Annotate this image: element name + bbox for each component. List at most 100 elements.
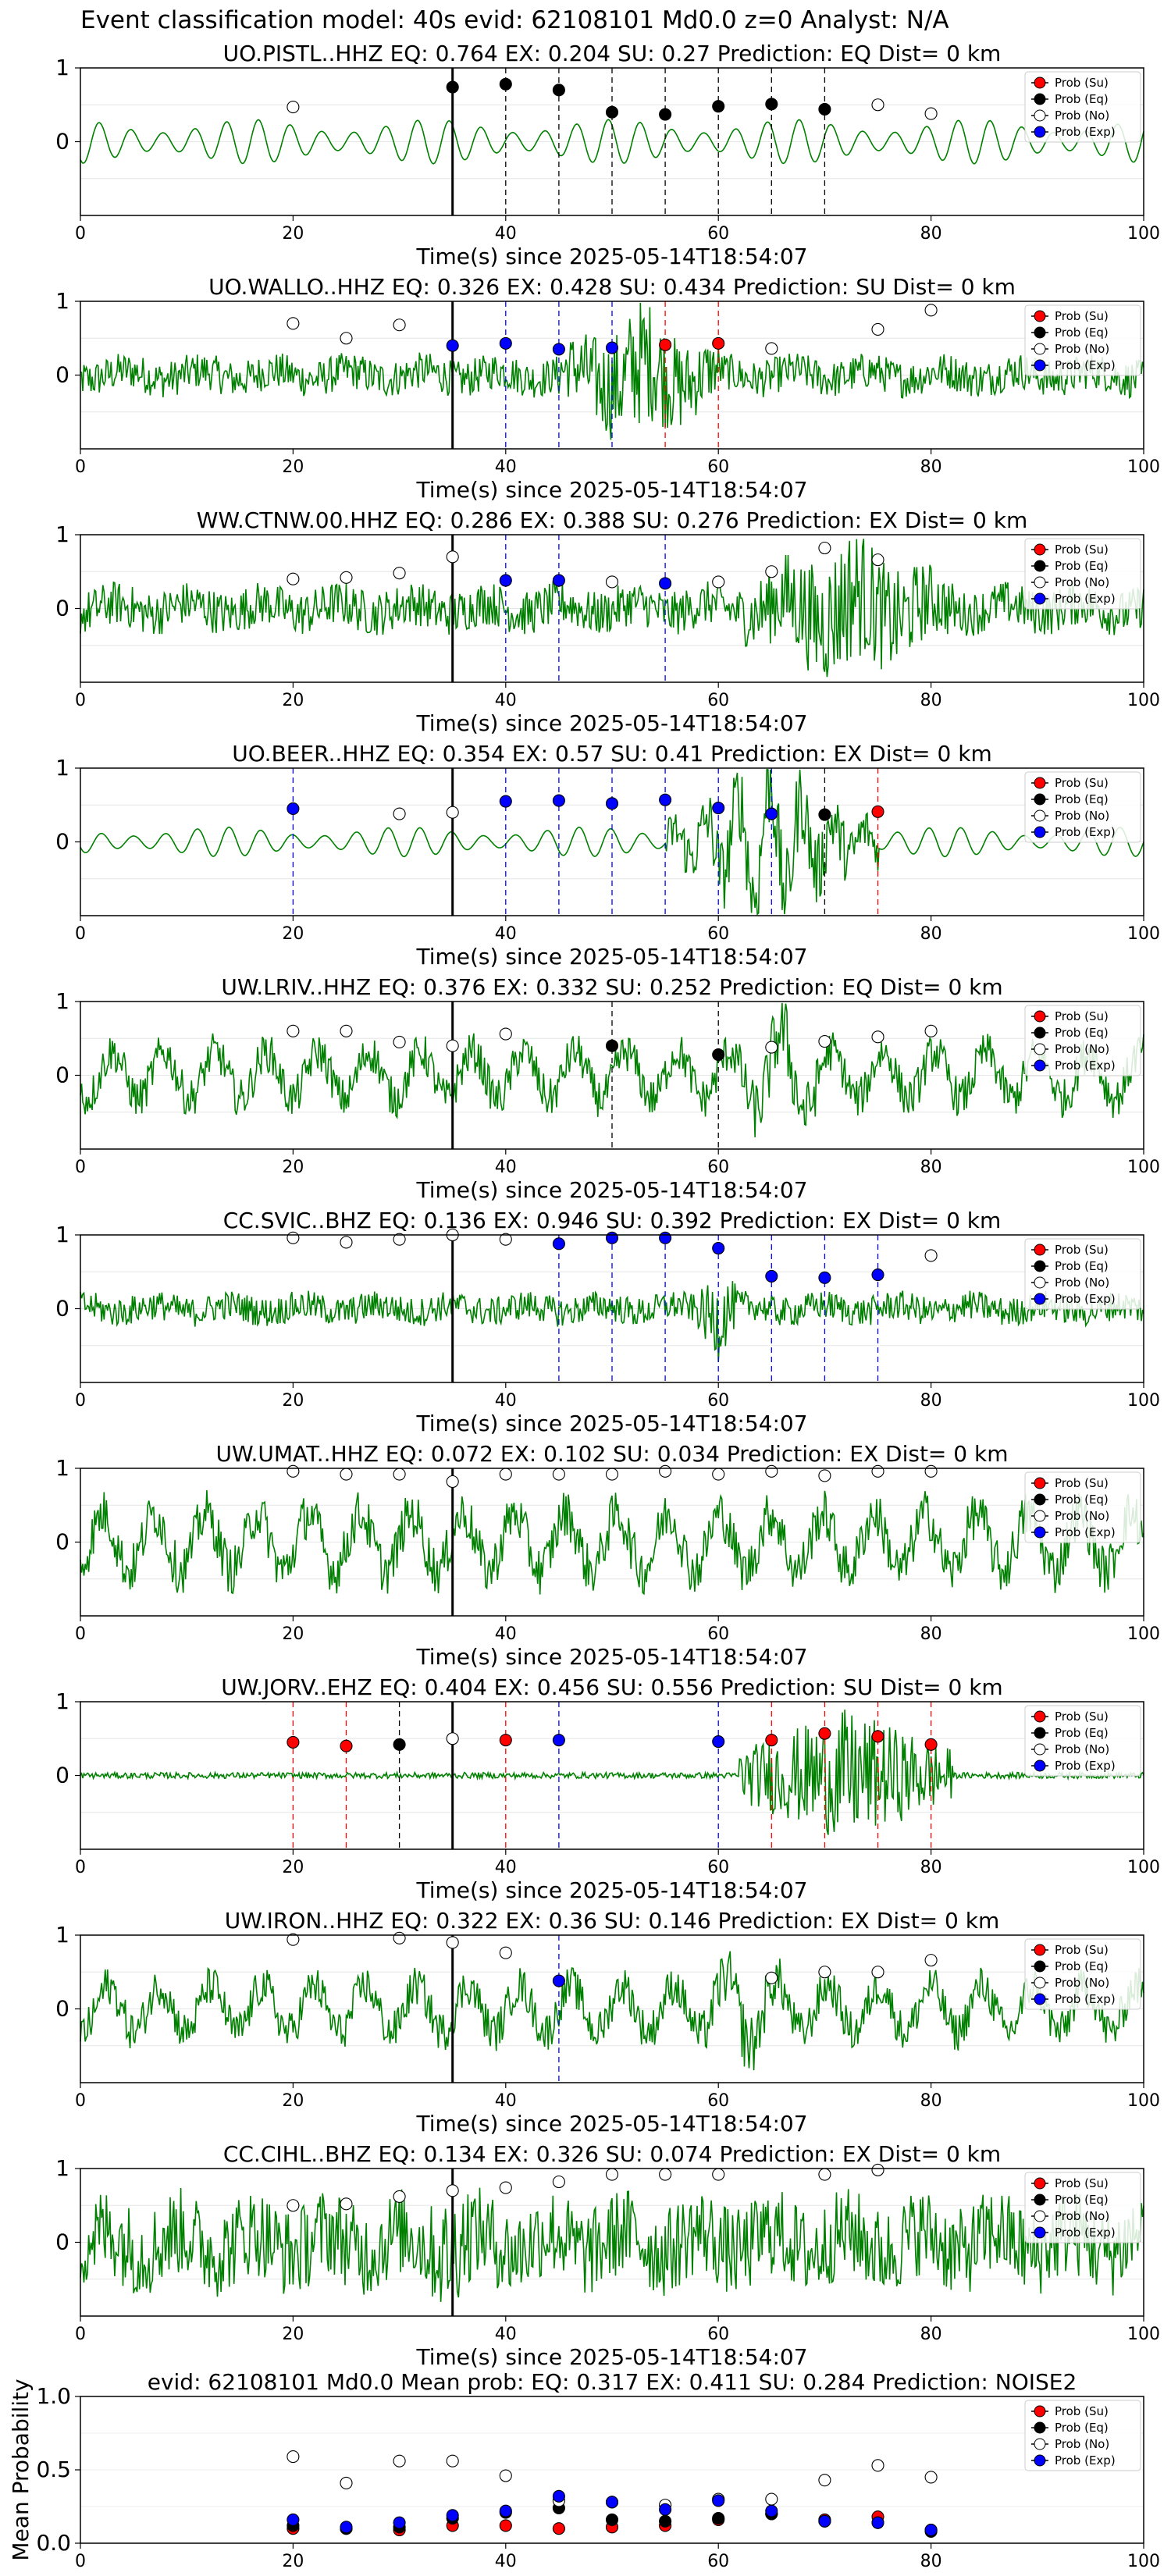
prob-marker-exp — [552, 794, 565, 807]
mean-marker-exp — [499, 2504, 512, 2517]
mean-marker-exp — [340, 2521, 353, 2534]
x-tick-label: 80 — [920, 691, 942, 710]
prob-marker-no — [605, 575, 619, 589]
x-tick-label: 0 — [75, 457, 86, 477]
legend-label-no: Prob (No) — [1055, 1976, 1109, 1990]
x-axis-label: Time(s) since 2025-05-14T18:54:07 — [415, 1877, 807, 1903]
prob-marker-no — [393, 1035, 406, 1049]
waveform-trace — [80, 1490, 1144, 1596]
prob-marker-eq — [446, 80, 459, 94]
prob-marker-exp — [871, 1268, 884, 1282]
x-tick-label: 40 — [495, 1624, 517, 1644]
x-tick-label: 80 — [920, 1158, 942, 1177]
legend-marker-su — [1034, 543, 1046, 556]
mean-marker-eq — [659, 2514, 672, 2528]
mean-marker-exp — [605, 2496, 619, 2509]
prob-marker-no — [287, 317, 300, 330]
x-tick-label: 60 — [707, 224, 729, 244]
y-tick-label: 0 — [55, 1529, 69, 1555]
prob-marker-no — [499, 1946, 512, 1959]
legend-label-eq: Prob (Eq) — [1055, 1493, 1109, 1507]
x-tick-label: 100 — [1127, 1158, 1160, 1177]
legend: Prob (Su) Prob (Eq) Prob (No) Prob (Exp) — [1024, 2172, 1141, 2243]
y-tick-label: 0 — [55, 2229, 69, 2255]
panel-title: UO.BEER..HHZ EQ: 0.354 EX: 0.57 SU: 0.41… — [232, 741, 991, 767]
y-tick-label: 1 — [55, 1922, 69, 1948]
prob-marker-exp — [765, 1269, 778, 1283]
mean-marker-no — [340, 2476, 353, 2489]
legend-frame — [1024, 1938, 1141, 2010]
x-tick-label: 100 — [1127, 2325, 1160, 2344]
legend-marker-exp — [1034, 1993, 1046, 2005]
prob-marker-no — [393, 1233, 406, 1246]
mean-marker-no — [287, 2450, 300, 2464]
prob-marker-no — [393, 807, 406, 820]
x-tick-label: 60 — [707, 457, 729, 477]
legend: Prob (Su) Prob (Eq) Prob (No) Prob (Exp) — [1024, 2400, 1141, 2471]
legend-marker-no — [1034, 1043, 1046, 1055]
prob-marker-no — [871, 98, 884, 112]
x-axis-label: Time(s) since 2025-05-14T18:54:07 — [415, 1644, 807, 1670]
prob-marker-no — [287, 2199, 300, 2212]
prob-marker-no — [818, 1469, 831, 1482]
waveform-panel: UW.JORV..EHZ EQ: 0.404 EX: 0.456 SU: 0.5… — [55, 1674, 1160, 1903]
legend: Prob (Su) Prob (Eq) Prob (No) Prob (Exp) — [1024, 538, 1141, 610]
x-tick-label: 0 — [75, 691, 86, 710]
y-tick-label: 0 — [55, 1763, 69, 1788]
y-tick-label: 1 — [55, 988, 69, 1014]
legend-label-exp: Prob (Exp) — [1055, 1059, 1116, 1073]
y-tick-label: 0 — [55, 1996, 69, 2022]
x-tick-label: 0 — [75, 224, 86, 244]
legend-label-eq: Prob (Eq) — [1055, 326, 1109, 340]
x-axis-label: Time(s) since 2025-05-14T18:54:07 — [415, 2344, 807, 2370]
prob-marker-no — [712, 2168, 725, 2181]
prob-marker-no — [340, 1236, 353, 1249]
x-tick-label: 40 — [495, 1391, 517, 1411]
prob-marker-no — [446, 1732, 459, 1745]
x-tick-label: 0 — [75, 2091, 86, 2111]
x-tick-label: 20 — [282, 1158, 304, 1177]
legend-label-no: Prob (No) — [1055, 809, 1109, 823]
prob-marker-no — [871, 1464, 884, 1478]
legend-label-exp: Prob (Exp) — [1055, 825, 1116, 839]
prob-marker-no — [765, 1971, 778, 1984]
x-tick-label: 100 — [1127, 691, 1160, 710]
x-tick-label: 40 — [495, 457, 517, 477]
panel-title: UW.LRIV..HHZ EQ: 0.376 EX: 0.332 SU: 0.2… — [221, 974, 1002, 1000]
legend-label-no: Prob (No) — [1055, 1276, 1109, 1290]
prob-marker-no — [924, 107, 938, 120]
legend: Prob (Su) Prob (Eq) Prob (No) Prob (Exp) — [1024, 304, 1141, 376]
x-tick-label: 60 — [707, 924, 729, 944]
prob-marker-no — [871, 553, 884, 567]
prob-marker-no — [924, 1954, 938, 1967]
legend-marker-eq — [1034, 1727, 1046, 1739]
mean-marker-no — [818, 2474, 831, 2487]
y-tick-label: 1 — [55, 1688, 69, 1714]
prob-marker-no — [924, 1024, 938, 1037]
prob-marker-no — [871, 1966, 884, 1979]
prob-marker-no — [871, 2163, 884, 2176]
mean-marker-eq — [712, 2511, 725, 2525]
figure-suptitle: Event classification model: 40s evid: 62… — [80, 6, 949, 34]
legend-label-su: Prob (Su) — [1055, 1710, 1109, 1724]
mean-marker-exp — [552, 2489, 565, 2503]
x-tick-label: 20 — [282, 1858, 304, 1877]
mean-panel-title: evid: 62108101 Md0.0 Mean prob: EQ: 0.31… — [148, 2369, 1077, 2395]
x-tick-label: 0 — [75, 924, 86, 944]
x-tick-label: 20 — [282, 924, 304, 944]
x-tick-label: 60 — [707, 2325, 729, 2344]
legend-marker-su — [1034, 2405, 1046, 2418]
prob-marker-no — [605, 2168, 619, 2181]
prob-marker-eq — [552, 84, 565, 97]
legend-marker-eq — [1034, 793, 1046, 806]
legend-label-no: Prob (No) — [1055, 575, 1109, 589]
legend-frame — [1024, 2172, 1141, 2243]
x-tick-label: 40 — [495, 2552, 517, 2571]
y-tick-label: 1.0 — [36, 2383, 71, 2409]
legend-label-su: Prob (Su) — [1055, 1009, 1109, 1023]
legend-label-no: Prob (No) — [1055, 2209, 1109, 2223]
prob-marker-exp — [446, 339, 459, 352]
legend-label-su: Prob (Su) — [1055, 543, 1109, 557]
legend-label-exp: Prob (Exp) — [1055, 592, 1116, 606]
legend: Prob (Su) Prob (Eq) Prob (No) Prob (Exp) — [1024, 1705, 1141, 1777]
